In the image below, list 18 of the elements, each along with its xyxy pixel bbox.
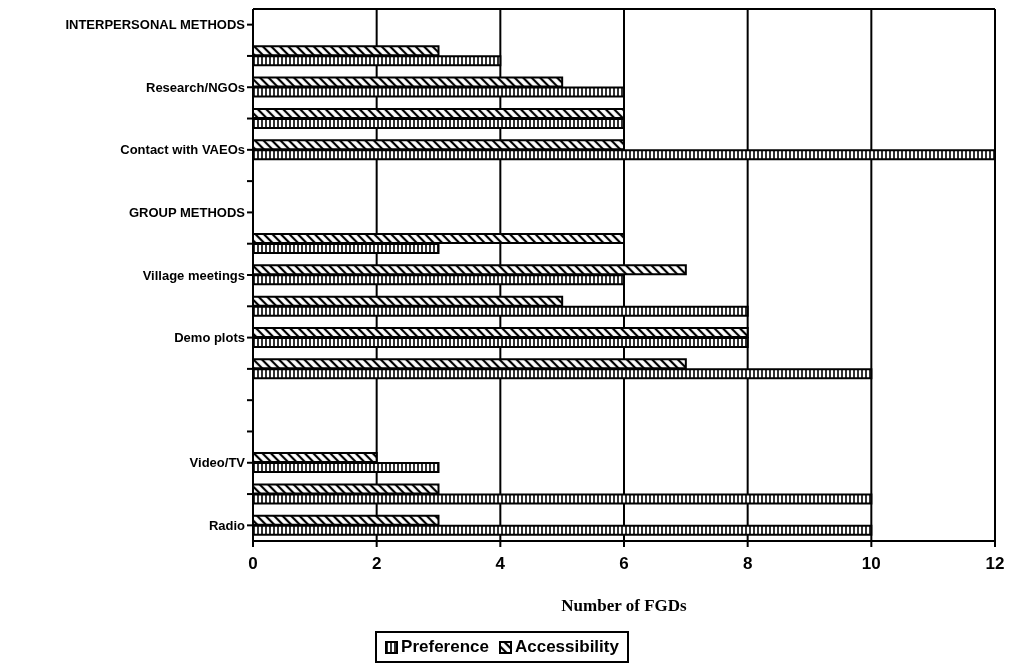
legend-label: Accessibility	[514, 637, 619, 657]
x-tick-label: 12	[985, 554, 1005, 574]
x-tick-label: 0	[248, 554, 258, 574]
y-tick-label: Village meetings	[142, 267, 245, 283]
legend-label: Preference	[401, 637, 489, 657]
y-tick-label: INTERPERSONAL METHODS	[65, 17, 246, 33]
y-tick-label: Research/NGOs	[146, 79, 245, 95]
y-tick-label: Video/TV	[189, 455, 246, 471]
y-tick-label: Demo plots	[174, 330, 245, 346]
x-tick-label: 2	[371, 554, 382, 574]
x-axis-title: Number of FGDs	[561, 596, 688, 615]
y-tick-label: GROUP METHODS	[128, 205, 246, 221]
x-tick-label: 8	[742, 554, 753, 574]
x-tick-label: 4	[495, 554, 506, 574]
x-tick-label: 10	[861, 554, 881, 574]
y-tick-label: Radio	[208, 517, 246, 533]
y-tick-label: Contact with VAEOs	[120, 142, 245, 158]
x-tick-label: 6	[619, 554, 629, 574]
